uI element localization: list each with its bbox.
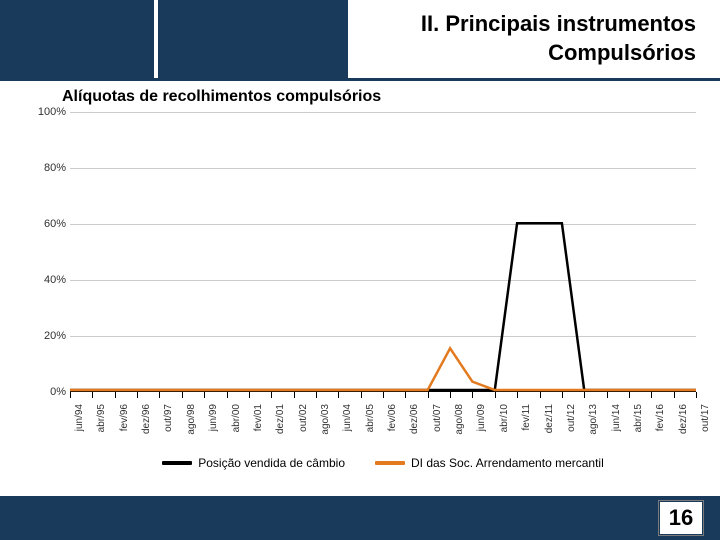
x-tick-mark <box>405 392 406 398</box>
x-tick-mark <box>495 392 496 398</box>
x-tick-mark <box>271 392 272 398</box>
legend-label: Posição vendida de câmbio <box>198 456 345 470</box>
series-line <box>70 348 696 390</box>
y-tick-label: 100% <box>38 106 66 118</box>
plot-svg <box>70 112 696 390</box>
x-tick-label: dez/01 <box>275 404 286 434</box>
x-tick-mark <box>517 392 518 398</box>
x-tick-mark <box>249 392 250 398</box>
series-line <box>70 223 696 390</box>
slide-footer <box>0 496 720 540</box>
legend-swatch <box>162 461 192 465</box>
x-tick-mark <box>607 392 608 398</box>
chart-plot-wrap: 0%20%40%60%80%100% jun/94abr/95fev/96dez… <box>24 112 696 412</box>
x-tick-label: dez/96 <box>141 404 152 434</box>
x-tick-mark <box>562 392 563 398</box>
x-tick-label: jun/94 <box>74 404 85 431</box>
x-tick-label: out/12 <box>566 404 577 432</box>
x-tick-mark <box>450 392 451 398</box>
x-tick-mark <box>92 392 93 398</box>
chart-container: Alíquotas de recolhimentos compulsórios … <box>24 88 696 468</box>
x-tick-mark <box>428 392 429 398</box>
x-tick-mark <box>227 392 228 398</box>
x-tick-label: dez/11 <box>544 404 555 433</box>
x-tick-label: abr/10 <box>499 404 510 432</box>
x-tick-label: abr/15 <box>633 404 644 432</box>
slide-header: II. Principais instrumentos Compulsórios <box>0 0 720 78</box>
x-tick-mark <box>204 392 205 398</box>
x-tick-label: ago/08 <box>454 404 465 435</box>
x-tick-label: out/97 <box>163 404 174 432</box>
x-tick-mark <box>115 392 116 398</box>
x-tick-label: fev/06 <box>387 404 398 431</box>
slide-root: II. Principais instrumentos Compulsórios… <box>0 0 720 540</box>
x-tick-mark <box>182 392 183 398</box>
x-tick-label: jun/99 <box>208 404 219 431</box>
x-tick-mark <box>361 392 362 398</box>
x-tick-mark <box>674 392 675 398</box>
x-tick-mark <box>540 392 541 398</box>
y-axis: 0%20%40%60%80%100% <box>24 112 70 392</box>
x-tick-mark <box>651 392 652 398</box>
x-tick-label: ago/03 <box>320 404 331 435</box>
x-tick-label: out/17 <box>700 404 711 432</box>
x-tick-label: fev/01 <box>253 404 264 431</box>
plot-area <box>70 112 696 392</box>
chart-title: Alíquotas de recolhimentos compulsórios <box>24 88 696 106</box>
x-tick-label: abr/00 <box>231 404 242 432</box>
header-title-line1: II. Principais instrumentos <box>421 10 696 39</box>
y-tick-label: 80% <box>44 162 66 174</box>
x-tick-label: abr/95 <box>96 404 107 432</box>
legend-swatch <box>375 461 405 465</box>
x-tick-label: ago/13 <box>588 404 599 435</box>
legend-item: DI das Soc. Arrendamento mercantil <box>375 456 604 470</box>
x-tick-label: jun/09 <box>476 404 487 431</box>
y-tick-label: 40% <box>44 274 66 286</box>
x-tick-mark <box>383 392 384 398</box>
x-tick-label: fev/16 <box>655 404 666 431</box>
x-tick-label: ago/98 <box>186 404 197 435</box>
legend-item: Posição vendida de câmbio <box>162 456 345 470</box>
x-axis: jun/94 abr/95 fev/96 dez/96 out/97 ago/98 jun/… <box>70 396 696 456</box>
x-tick-mark <box>159 392 160 398</box>
x-tick-label: dez/16 <box>678 404 689 434</box>
legend-label: DI das Soc. Arrendamento mercantil <box>411 456 604 470</box>
x-tick-mark <box>338 392 339 398</box>
x-tick-label: fev/96 <box>119 404 130 431</box>
chart-legend: Posição vendida de câmbio DI das Soc. Arr… <box>70 456 696 470</box>
x-tick-mark <box>316 392 317 398</box>
x-tick-label: fev/11 <box>521 404 532 431</box>
x-tick-label: dez/06 <box>409 404 420 434</box>
x-tick-label: abr/05 <box>365 404 376 432</box>
x-tick-mark <box>696 392 697 398</box>
x-tick-label: out/07 <box>432 404 443 432</box>
x-tick-mark <box>472 392 473 398</box>
x-tick-mark <box>294 392 295 398</box>
header-title-block: II. Principais instrumentos Compulsórios <box>348 0 720 78</box>
header-title-line2: Compulsórios <box>548 39 696 68</box>
y-tick-label: 20% <box>44 330 66 342</box>
x-tick-mark <box>584 392 585 398</box>
x-tick-mark <box>629 392 630 398</box>
y-tick-label: 0% <box>50 386 66 398</box>
y-tick-label: 60% <box>44 218 66 230</box>
header-divider <box>154 0 158 78</box>
x-tick-mark <box>70 392 71 398</box>
x-tick-label: jun/04 <box>342 404 353 431</box>
page-number: 16 <box>660 502 702 534</box>
x-tick-mark <box>137 392 138 398</box>
x-tick-label: out/02 <box>298 404 309 432</box>
x-tick-label: jun/14 <box>611 404 622 431</box>
header-underline <box>0 78 720 81</box>
